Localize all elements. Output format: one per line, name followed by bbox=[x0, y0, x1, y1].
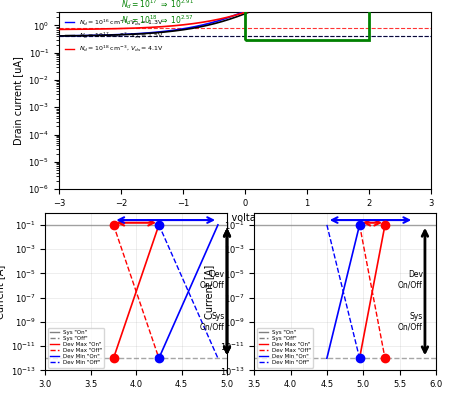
Y-axis label: Current [A]: Current [A] bbox=[204, 264, 214, 319]
Text: Sys
On/Off: Sys On/Off bbox=[199, 312, 224, 332]
Text: Sys
On/Off: Sys On/Off bbox=[398, 312, 423, 332]
Text: Dev
On/Off: Dev On/Off bbox=[199, 270, 224, 289]
Y-axis label: Current [A]: Current [A] bbox=[0, 264, 5, 319]
Text: Dev
On/Off: Dev On/Off bbox=[398, 270, 423, 289]
Bar bbox=[245, 0, 369, 41]
X-axis label: Gate voltage [V]: Gate voltage [V] bbox=[205, 214, 286, 223]
Legend: $N_d=10^{16}$ cm$^{-3}$, $V_{ds}=1.3$V, $N_d=10^{17}$ cm$^{-3}$, $V_{ds}=1.5$V, : $N_d=10^{16}$ cm$^{-3}$, $V_{ds}=1.3$V, … bbox=[62, 15, 166, 56]
Legend: Sys "On", Sys "Off", Dev Max "On", Dev Max "Off", Dev Min "On", Dev Min "Off": Sys "On", Sys "Off", Dev Max "On", Dev M… bbox=[257, 327, 313, 368]
Y-axis label: Drain current [uA]: Drain current [uA] bbox=[13, 56, 23, 145]
Text: Max On/Off
$N_d=10^{16}$ $\Rightarrow$ $10^{2.03}$
$N_d=10^{17}$ $\Rightarrow$ $: Max On/Off $N_d=10^{16}$ $\Rightarrow$ $… bbox=[121, 0, 194, 27]
Legend: Sys "On", Sys "Off", Dev Max "On", Dev Max "Off", Dev Min "On", Dev Min "Off": Sys "On", Sys "Off", Dev Max "On", Dev M… bbox=[48, 327, 104, 368]
